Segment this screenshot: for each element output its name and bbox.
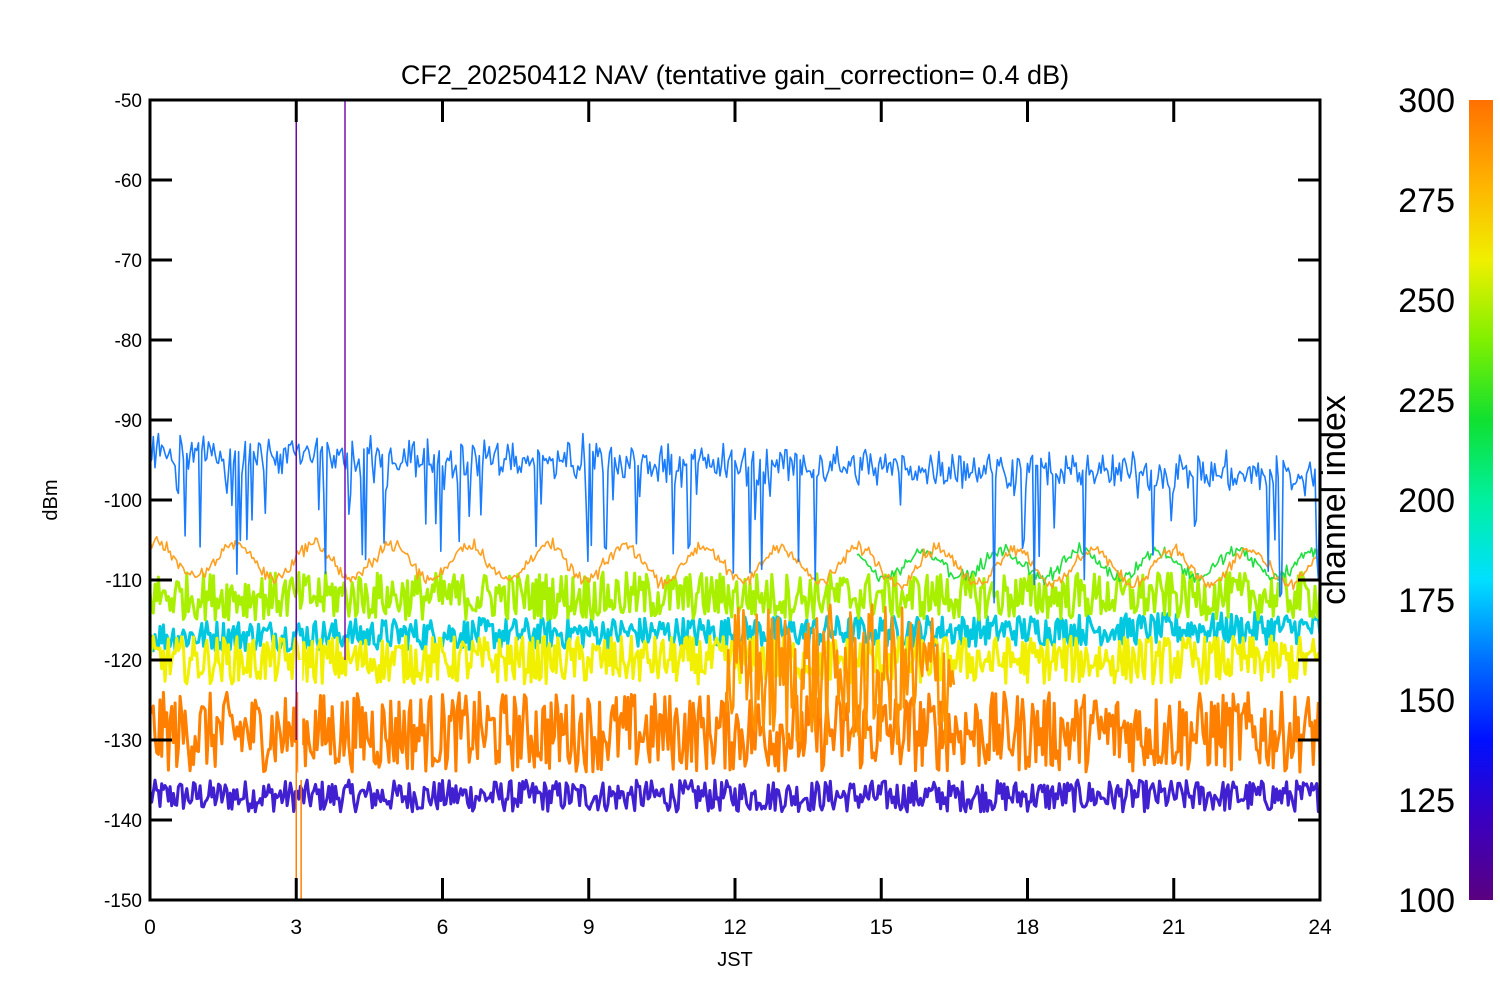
x-tick-label: 21 bbox=[1162, 916, 1185, 939]
y-tick-label: -60 bbox=[115, 171, 142, 192]
chart-title: CF2_20250412 NAV (tentative gain_correct… bbox=[401, 60, 1069, 90]
y-tick-label: -150 bbox=[104, 891, 142, 912]
colorbar-tick-label: 275 bbox=[1398, 182, 1455, 220]
y-axis: -50 -60 -70 -80 -90 -100 -110 -120 -130 -140 -150 bbox=[104, 91, 1320, 912]
colorbar-axis: 300 275 250 225 200 175 150 125 100 bbox=[1398, 82, 1455, 920]
colorbar-label: channel index bbox=[1315, 395, 1353, 605]
y-tick-label: -140 bbox=[104, 811, 142, 832]
x-tick-label: 9 bbox=[583, 916, 595, 939]
y-tick-label: -120 bbox=[104, 651, 142, 672]
x-axis: 0 3 6 9 12 15 18 21 24 bbox=[144, 100, 1332, 939]
colorbar-tick-label: 100 bbox=[1398, 882, 1455, 920]
colorbar-tick-label: 225 bbox=[1398, 382, 1455, 420]
x-axis-label: JST bbox=[717, 949, 753, 971]
series-line-ch290 bbox=[725, 603, 956, 746]
y-tick-label: -50 bbox=[115, 91, 142, 112]
y-tick-label: -110 bbox=[105, 571, 142, 592]
y-axis-label: dBm bbox=[40, 479, 62, 520]
x-tick-label: 3 bbox=[290, 916, 302, 939]
colorbar-tick-label: 175 bbox=[1398, 582, 1455, 620]
data-gap bbox=[298, 660, 303, 780]
x-tick-label: 0 bbox=[144, 916, 156, 939]
x-tick-label: 18 bbox=[1016, 916, 1039, 939]
colorbar-tick-label: 125 bbox=[1398, 782, 1455, 820]
series-line-ch125 bbox=[150, 778, 1320, 814]
y-tick-label: -70 bbox=[115, 251, 142, 272]
y-tick-label: -100 bbox=[104, 491, 142, 512]
colorbar-tick-label: 150 bbox=[1398, 682, 1455, 720]
x-tick-label: 6 bbox=[437, 916, 449, 939]
x-tick-label: 12 bbox=[723, 916, 746, 939]
plot-area bbox=[150, 100, 1320, 900]
colorbar-tick-label: 200 bbox=[1398, 482, 1455, 520]
y-tick-label: -90 bbox=[115, 411, 142, 432]
x-tick-label: 24 bbox=[1308, 916, 1332, 939]
colorbar-tick-label: 250 bbox=[1398, 282, 1455, 320]
y-tick-label: -80 bbox=[115, 331, 142, 352]
x-tick-label: 15 bbox=[870, 916, 893, 939]
colorbar-tick-label: 300 bbox=[1398, 82, 1455, 120]
y-tick-label: -130 bbox=[104, 731, 142, 752]
series-line-ch295 bbox=[150, 690, 1320, 774]
colorbar bbox=[1469, 100, 1493, 900]
